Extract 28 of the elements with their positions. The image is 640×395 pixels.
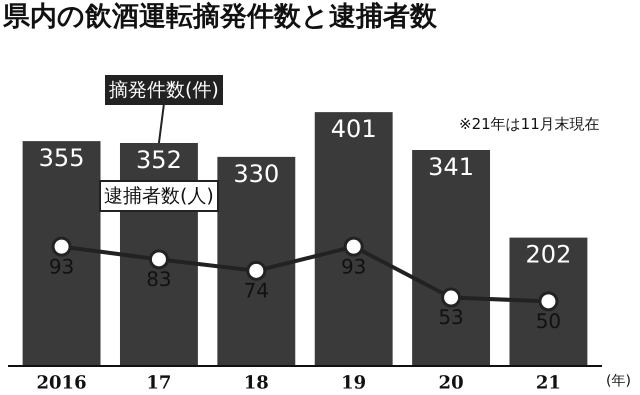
bar: [509, 238, 588, 365]
chart-title: 県内の飲酒運転摘発件数と逮捕者数: [2, 0, 438, 32]
point: [246, 260, 266, 281]
data-label: 401: [330, 115, 377, 144]
text: 摘発件数(件): [109, 79, 219, 101]
point: [148, 249, 169, 270]
x-tick-label: 17: [146, 372, 172, 394]
text: 逮捕者数(人): [104, 185, 214, 207]
x-tick-label: 20: [438, 372, 464, 394]
data-label: 355: [38, 144, 84, 172]
bar: [217, 156, 296, 365]
bar: [314, 112, 393, 365]
x-tick-label: 2016: [36, 372, 87, 394]
data-label: 352: [136, 146, 182, 174]
data-label: 202: [526, 240, 572, 269]
point: [52, 236, 72, 257]
x-tick-label: 19: [341, 372, 366, 394]
data-label: 341: [428, 152, 474, 181]
x-tick-label: 18: [244, 372, 269, 394]
x-axis-title: (年): [606, 373, 631, 389]
point: [441, 288, 462, 308]
data-label: 330: [233, 160, 280, 188]
bar: [412, 150, 490, 365]
point: [538, 291, 558, 312]
bar: [22, 141, 101, 365]
annotation: ※21年は11月末現在: [459, 115, 600, 133]
point: [344, 236, 364, 257]
x-tick-label: 21: [536, 372, 561, 394]
